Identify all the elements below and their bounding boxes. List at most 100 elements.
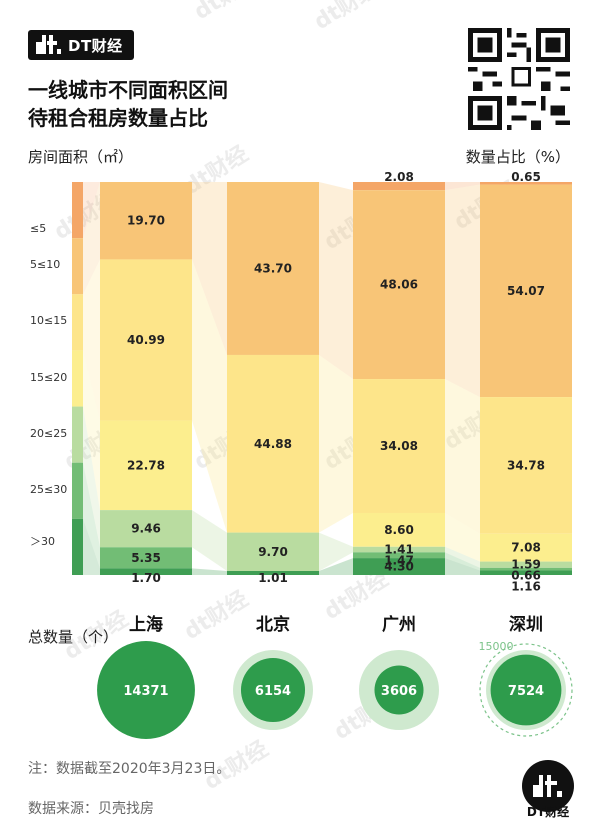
reference-dashed-circle	[479, 643, 573, 737]
total-bubble	[374, 665, 424, 715]
bar-segment	[480, 184, 572, 398]
bar-value-label: 1.01	[258, 571, 288, 585]
bar-segment	[353, 379, 445, 513]
share-axis-label: 数量占比（%）	[465, 148, 570, 166]
total-count-label: 总数量（个）	[28, 628, 119, 646]
city-label: 深圳	[509, 615, 543, 635]
bar-segment	[353, 558, 445, 575]
bar-value-label: 1.47	[384, 554, 414, 568]
bar-value-label: 40.99	[127, 333, 165, 347]
bar-segment	[227, 354, 319, 533]
city-label: 北京	[256, 615, 290, 635]
bar-segment	[353, 190, 445, 380]
chart-title: 一线城市不同面积区间 待租合租房数量占比	[28, 76, 228, 132]
bar-value-label: 19.70	[127, 214, 165, 228]
category-label: 10≤15	[30, 314, 68, 328]
bar-value-label: 34.78	[507, 458, 545, 472]
legend-ribbon	[83, 462, 100, 569]
data-source: 数据来源：贝壳找房	[28, 801, 154, 817]
bar-segment	[353, 552, 445, 559]
brand-logo: DT财经	[28, 30, 134, 60]
flow-ribbon	[445, 552, 480, 571]
bar-value-label: 9.46	[131, 522, 161, 536]
legend-ribbon	[83, 518, 100, 575]
bar-value-label: 43.70	[254, 261, 292, 275]
bar-segment	[100, 568, 192, 575]
title-line-1: 一线城市不同面积区间	[28, 78, 228, 102]
watermark-text: dt财经	[309, 0, 382, 35]
legend-swatch	[72, 406, 83, 463]
category-label: ≤5	[30, 222, 47, 236]
flow-ribbon	[192, 182, 227, 355]
legend-swatch	[72, 294, 83, 351]
flow-ribbon	[319, 558, 353, 575]
legend-swatch	[72, 462, 83, 519]
category-label: 25≤30	[30, 482, 68, 496]
total-bubble	[97, 641, 195, 739]
bar-segment	[227, 532, 319, 572]
brand-name-bottom: DT财经	[526, 805, 570, 819]
flow-ribbon	[445, 546, 480, 568]
bar-value-label: 1.16	[511, 580, 541, 594]
bar-segment	[480, 182, 572, 185]
legend-swatch	[72, 518, 83, 575]
brand-name: DT财经	[68, 36, 123, 55]
bar-value-label: 22.78	[127, 458, 165, 472]
bar-value-label: 2.08	[384, 170, 414, 184]
watermark-text: dt财经	[189, 0, 262, 25]
bar-value-label: 44.88	[254, 437, 292, 451]
total-value-label: 3606	[381, 684, 417, 699]
total-value-label: 6154	[255, 684, 291, 699]
legend-swatch	[72, 350, 83, 407]
bar-segment	[353, 182, 445, 191]
bar-segment	[353, 512, 445, 547]
flow-ribbon	[445, 182, 480, 191]
bar-value-label: 9.70	[258, 545, 288, 559]
bar-segment	[227, 571, 319, 575]
bar-value-label: 0.66	[511, 569, 541, 583]
bar-segment	[227, 182, 319, 355]
legend-swatch	[72, 182, 83, 239]
bar-segment	[480, 567, 572, 571]
bar-value-label: 48.06	[380, 278, 418, 292]
city-label: 广州	[382, 615, 416, 635]
dt-logo-bottom-icon	[522, 760, 574, 812]
bar-value-label: 54.07	[507, 284, 545, 298]
bar-segment	[480, 533, 572, 562]
flow-ribbon	[192, 259, 227, 533]
dt-logo-icon	[36, 35, 61, 54]
legend-ribbon	[83, 182, 100, 295]
flow-ribbon	[445, 379, 480, 534]
total-value-label: 14371	[123, 684, 168, 699]
title-line-2: 待租合租房数量占比	[28, 106, 208, 130]
category-label: 5≤10	[30, 258, 61, 272]
bar-value-label: 1.59	[511, 558, 541, 572]
flow-ribbon	[445, 558, 480, 575]
bar-segment	[100, 420, 192, 511]
bar-value-label: 5.35	[131, 551, 161, 565]
legend-ribbon	[83, 406, 100, 548]
flow-ribbon	[319, 532, 353, 572]
y-axis-label: 房间面积（㎡）	[28, 148, 134, 166]
bar-segment	[100, 547, 192, 569]
bar-segment	[353, 546, 445, 553]
qr-code-icon	[468, 28, 570, 130]
flow-ribbon	[319, 354, 353, 533]
category-label: 20≤25	[30, 426, 68, 440]
category-label: ＞30	[30, 534, 55, 548]
flow-ribbon	[319, 182, 353, 380]
total-bubble	[490, 654, 562, 726]
flow-ribbon	[445, 184, 480, 398]
bar-segment	[480, 561, 572, 568]
legend-ribbon	[83, 350, 100, 511]
bar-segment	[100, 510, 192, 548]
legend-swatch	[72, 238, 83, 295]
reference-value-label: 15000	[479, 640, 514, 653]
total-bubble	[240, 657, 306, 723]
bar-segment	[480, 570, 572, 575]
data-note: 注：数据截至2020年3月23日。	[28, 761, 231, 777]
bar-value-label: 4.30	[384, 560, 414, 574]
city-label: 上海	[129, 615, 163, 635]
bar-segment	[480, 397, 572, 534]
